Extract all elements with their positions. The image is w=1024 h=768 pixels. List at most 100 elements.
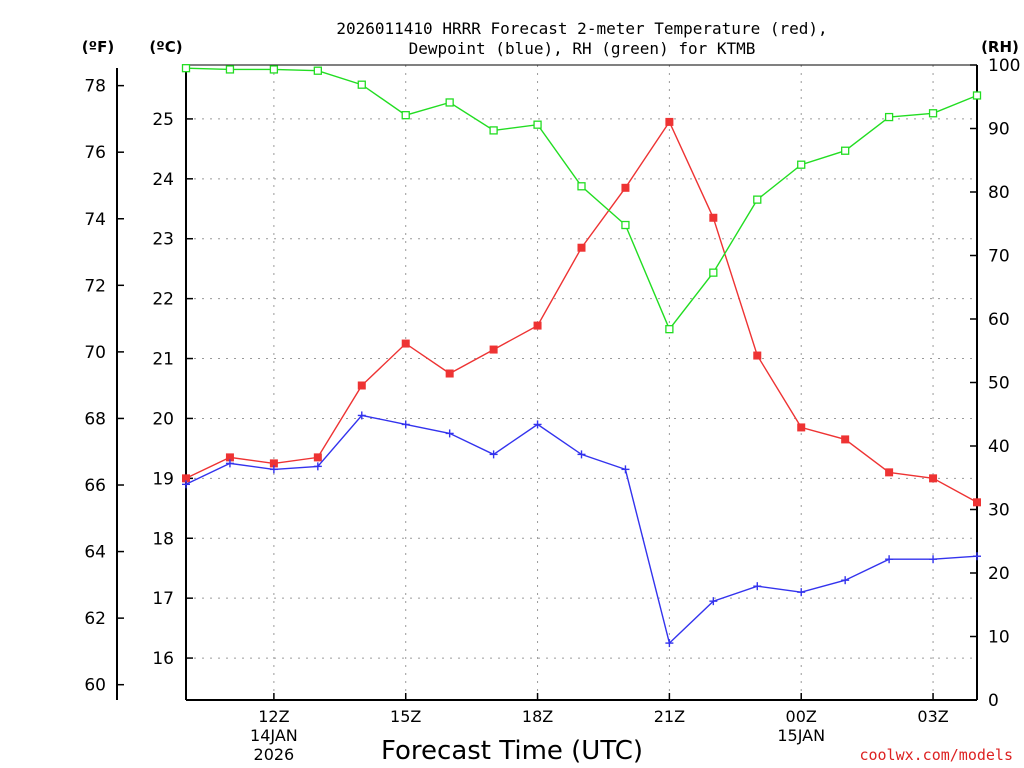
temperature-point [225,453,234,462]
rh-tick-label: 90 [988,120,1010,140]
fahrenheit-tick-label: 64 [84,543,106,563]
dewpoint-point [621,465,630,474]
dewpoint-point [797,588,806,597]
dewpoint-point [445,429,454,438]
temperature-point [973,498,981,507]
rh-tick-label: 50 [988,374,1010,394]
fahrenheit-tick-label: 74 [84,210,106,230]
rh-point [665,325,674,334]
rh-tick-label: 10 [988,628,1010,648]
celsius-tick-label: 16 [152,649,174,669]
dewpoint-point [753,582,762,591]
rh-point [753,195,762,204]
rh-tick-label: 70 [988,247,1010,267]
rh-point [928,109,938,118]
time-tick-label: 18Z [522,707,553,726]
temperature-point [445,369,454,378]
temperature-point [753,351,762,360]
fahrenheit-tick-label: 60 [84,676,106,696]
fahrenheit-tick-label: 62 [84,609,106,629]
celsius-tick-label: 20 [152,409,174,429]
dewpoint-point [489,450,498,459]
rh-tick-label: 100 [988,56,1020,76]
rh-tick-label: 80 [988,183,1010,203]
dewpoint-point [313,462,322,471]
rh-point [841,146,850,155]
rh-tick-label: 0 [988,691,999,711]
rh-point [972,91,982,100]
dewpoint-point [533,420,542,429]
left-axis-unit-celsius: (ºC) [149,38,182,56]
gridlines [186,65,977,700]
time-tick-label: 03Z [917,707,948,726]
temperature-point [577,243,586,252]
celsius-tick-label: 23 [152,230,174,250]
fahrenheit-tick-label: 66 [84,476,106,496]
rh-tick-label: 30 [988,501,1010,521]
time-tick-label: 21Z [654,707,685,726]
rh-point [489,126,498,135]
celsius-tick-label: 22 [152,290,174,310]
temperature-point [841,435,850,444]
time-tick-date-label: 14JAN [250,726,298,745]
temperature-point [489,345,498,354]
rh-point [181,64,191,73]
rh-tick-label: 40 [988,437,1010,457]
celsius-tick-label: 19 [152,469,174,489]
fahrenheit-tick-label: 72 [84,276,106,296]
rh-point [225,65,235,74]
rh-tick-label: 20 [988,564,1010,584]
temperature-point [929,474,938,483]
rh-series-line [185,67,978,331]
temperature-point [313,453,322,462]
dewpoint-point [401,420,410,429]
rh-point [577,182,586,191]
rh-tick-label: 60 [988,310,1010,330]
time-tick-label: 00Z [786,707,817,726]
rh-point [533,120,542,129]
dewpoint-point [665,639,674,648]
celsius-tick-label: 21 [152,350,174,370]
axes: 16 17 18 19 20 21 22 23 24 25 60 62 64 66 68 70 72 74 76 78… [84,56,1020,764]
temperature-point [269,459,278,468]
temperature-point [401,339,410,348]
left-axis-unit-fahrenheit: (ºF) [82,38,114,56]
fahrenheit-tick-label: 76 [84,143,106,163]
temperature-point [797,423,806,432]
fahrenheit-tick-label: 68 [84,409,106,429]
fahrenheit-tick-label: 78 [84,77,106,97]
dewpoint-point [577,450,586,459]
temperature-point [357,381,366,390]
dewpoint-point [885,555,894,564]
celsius-tick-label: 25 [152,110,174,130]
temperature-point [621,183,630,192]
rh-point [709,268,718,277]
rh-point [884,112,894,122]
rh-point [797,160,806,169]
time-tick-label: 12Z [258,707,289,726]
dewpoint-point [709,597,718,606]
rh-point [357,80,366,89]
celsius-tick-label: 18 [152,529,174,549]
rh-point [621,220,630,230]
temperature-point [182,474,190,483]
temperature-point [885,468,894,477]
celsius-tick-label: 24 [152,170,174,190]
x-axis-label: Forecast Time (UTC) [381,736,643,766]
time-tick-label: 15Z [390,707,421,726]
dewpoint-point [182,480,190,489]
time-tick-year-label: 2026 [254,745,295,764]
celsius-tick-label: 17 [152,589,174,609]
fahrenheit-tick-label: 70 [84,343,106,363]
rh-point [445,98,454,107]
temperature-point [533,321,542,330]
dewpoint-point [929,555,938,564]
dewpoint-point [841,576,850,585]
dewpoint-point [973,552,981,561]
time-tick-date-label: 15JAN [777,726,825,745]
dewpoint-point [225,459,234,468]
rh-point [401,111,410,120]
chart-title-line2: Dewpoint (blue), RH (green) for KTMB [409,39,756,58]
right-axis-unit-rh: (RH) [981,38,1019,56]
